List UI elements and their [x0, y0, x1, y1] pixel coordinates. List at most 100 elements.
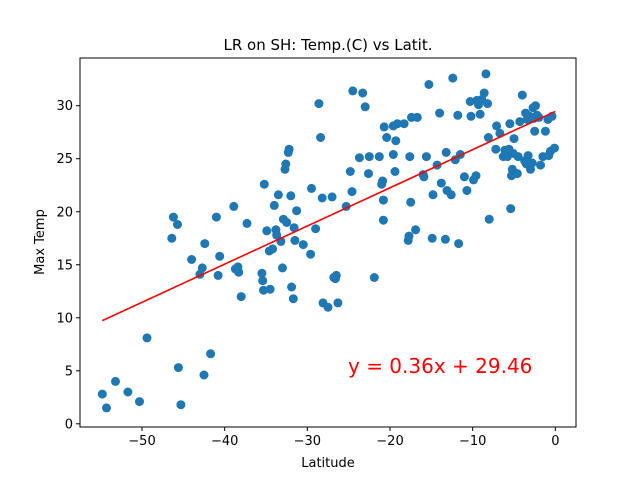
data-point [316, 133, 326, 142]
data-point [215, 251, 225, 261]
data-point [168, 212, 178, 222]
data-point [317, 193, 327, 203]
data-point [290, 235, 300, 245]
data-point [282, 217, 292, 227]
data-point [471, 171, 481, 181]
data-point [289, 223, 299, 233]
data-point [187, 255, 197, 264]
data-point [399, 119, 409, 129]
data-point [197, 263, 207, 273]
y-axis: 0 5 10 15 20 25 30 [56, 99, 80, 432]
data-point [479, 88, 489, 98]
data-point [509, 134, 519, 144]
data-point [462, 186, 472, 195]
data-point [382, 133, 392, 142]
data-point [512, 169, 522, 179]
data-point [331, 270, 341, 280]
y-tick-label: 30 [56, 99, 73, 114]
data-point [258, 276, 268, 286]
data-point [523, 151, 533, 161]
data-point [284, 144, 294, 154]
x-tick-label: 0 [551, 434, 559, 449]
y-tick-label: 15 [56, 258, 73, 273]
data-point [515, 117, 525, 127]
x-axis: −50 −40 −30 −20 −10 0 [128, 427, 559, 449]
data-point [345, 167, 355, 176]
data-point [530, 126, 540, 136]
data-point [483, 99, 492, 109]
data-point [411, 225, 421, 235]
data-point [475, 109, 485, 119]
y-axis-label: Max Temp [33, 209, 48, 275]
y-tick-label: 10 [56, 311, 73, 326]
data-point [314, 99, 324, 109]
data-point [527, 158, 537, 168]
data-point [388, 150, 398, 159]
data-point [404, 231, 414, 241]
data-point [483, 133, 493, 142]
regression-line [101, 110, 556, 322]
data-point [379, 122, 389, 132]
data-point [506, 204, 516, 214]
plot-area [79, 57, 577, 428]
x-tick-label: −40 [211, 434, 238, 449]
data-point [364, 152, 374, 162]
data-point [135, 397, 144, 407]
data-point [390, 167, 400, 176]
data-point [421, 152, 431, 162]
data-point [298, 240, 308, 250]
data-point [412, 112, 422, 122]
data-point [492, 121, 502, 131]
data-point [333, 298, 343, 308]
data-point [448, 73, 458, 83]
y-tick-label: 25 [56, 152, 73, 167]
data-point [484, 214, 494, 224]
data-point [424, 80, 434, 89]
data-point [262, 226, 272, 236]
data-point [306, 249, 316, 259]
y-tick-label: 0 [65, 417, 73, 432]
data-point [378, 176, 388, 186]
data-point [454, 239, 464, 249]
data-point [97, 389, 107, 399]
data-point [436, 178, 446, 188]
data-point [123, 387, 133, 397]
data-point [513, 152, 523, 162]
data-point [236, 292, 246, 302]
data-point [199, 370, 209, 380]
data-point [419, 172, 429, 182]
data-point [491, 144, 501, 154]
data-point [392, 119, 402, 129]
data-point [173, 220, 182, 229]
y-tick-label: 20 [56, 205, 73, 220]
data-point [211, 212, 221, 222]
data-point [167, 233, 177, 243]
data-point [405, 152, 415, 162]
data-point [360, 102, 370, 112]
data-point [142, 333, 152, 343]
x-tick-label: −50 [128, 434, 155, 449]
data-point [278, 263, 287, 273]
data-point [428, 190, 438, 200]
data-point [406, 197, 416, 207]
data-point [213, 270, 223, 280]
y-tick-label: 5 [65, 364, 73, 379]
x-tick-label: −30 [294, 434, 321, 449]
data-point [242, 218, 252, 228]
data-point [288, 294, 298, 304]
data-point [265, 284, 275, 294]
data-point [550, 143, 559, 153]
data-point [348, 86, 358, 96]
data-point [173, 363, 183, 373]
regression-group [101, 110, 556, 322]
data-point [364, 169, 373, 179]
data-point [354, 153, 364, 163]
data-point [287, 282, 297, 292]
x-axis-label: Latitude [301, 456, 355, 471]
data-point [440, 234, 450, 244]
data-point [102, 403, 111, 413]
data-point [531, 101, 540, 111]
data-point [234, 267, 244, 277]
